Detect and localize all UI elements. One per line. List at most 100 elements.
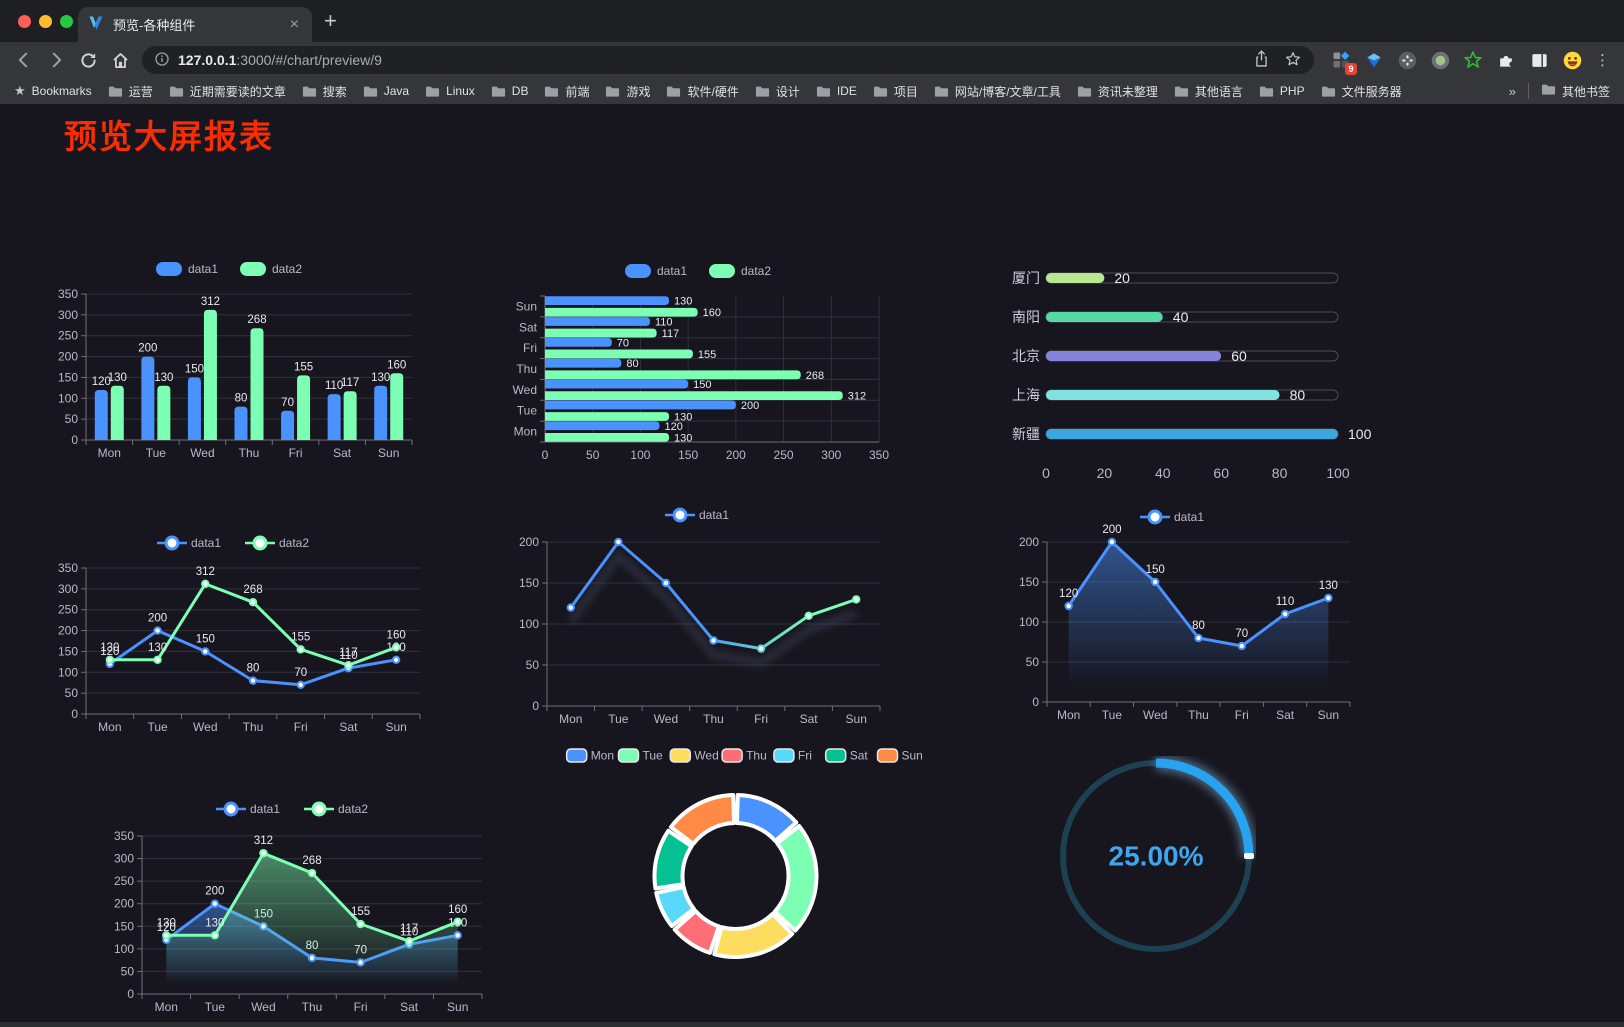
svg-text:Sun: Sun (1318, 708, 1339, 722)
legend-item[interactable]: data2 (245, 535, 309, 551)
svg-text:312: 312 (201, 296, 220, 308)
chart-area-dual[interactable]: data1 data2 0 50 100 150 200 250 300 350 Mon Tue Wed… (100, 794, 490, 1022)
bookmark-folder[interactable]: 项目 (873, 83, 918, 100)
bookmark-folder[interactable]: 网站/博客/文章/工具 (934, 83, 1061, 100)
svg-text:150: 150 (519, 576, 539, 590)
legend-item[interactable]: data2 (304, 801, 368, 817)
chart-bar-grouped[interactable]: data1 data2 0 50 100 150 200 250 300 350 Mon Tue Wed… (42, 254, 422, 466)
bookmark-folder[interactable]: 软件/硬件 (666, 83, 739, 100)
chart-donut[interactable]: Mon Tue Wed Thu Fri Sat Sun (548, 742, 940, 990)
svg-text:Sat: Sat (339, 720, 358, 734)
chart-area-single[interactable]: data1 0 50 100 150 200 Mon Tue Wed Thu Fri Sat Sun 12… (986, 502, 1364, 726)
forward-icon[interactable] (40, 45, 72, 75)
bookmark-folder[interactable]: 游戏 (605, 83, 650, 100)
bookmarks-manager[interactable]: ★ Bookmarks (14, 83, 92, 99)
svg-text:Sun: Sun (902, 749, 923, 763)
reload-icon[interactable] (72, 45, 104, 75)
svg-text:117: 117 (341, 377, 359, 389)
chart-line-gradient[interactable]: data1 0 50 100 150 200 Mon Tue Wed Thu Fri Sat Sun (506, 500, 894, 732)
bookmark-folder[interactable]: 文件服务器 (1321, 83, 1402, 100)
bookmark-folder[interactable]: 前端 (544, 83, 589, 100)
chart-progress-bars[interactable]: 厦门 20 南阳 40 北京 60 上海 80 新疆 100 0 20 40 60 80 100 (1000, 264, 1372, 492)
chart-line-dual[interactable]: data1 data2 0 50 100 150 200 250 300 350 Mon Tue Wed… (44, 528, 428, 740)
extension-gray-circle-icon[interactable] (1396, 49, 1418, 71)
legend-item[interactable]: data1 (625, 264, 687, 278)
extension-emoji-icon[interactable] (1561, 49, 1583, 71)
svg-text:130: 130 (100, 642, 119, 654)
share-icon[interactable] (1253, 49, 1270, 71)
svg-text:data1: data1 (699, 508, 729, 522)
legend-item[interactable]: Wed (669, 748, 719, 763)
legend-item[interactable]: Thu (721, 748, 767, 763)
bookmark-folder[interactable]: 设计 (755, 83, 800, 100)
bookmark-folder[interactable]: IDE (816, 84, 857, 98)
extension-grid-icon[interactable]: 9 (1330, 49, 1357, 75)
chart-bar-horizontal[interactable]: data1 data2 0 50 100 150 200 250 300 350 Sun 130 160… (505, 256, 897, 468)
legend-item[interactable]: data2 (709, 264, 771, 278)
extension-green-dot-icon[interactable] (1429, 49, 1451, 71)
svg-text:Wed: Wed (1143, 708, 1167, 722)
svg-text:Tue: Tue (205, 1000, 226, 1014)
extension-gem-icon[interactable] (1363, 49, 1385, 71)
svg-text:Thu: Thu (746, 749, 767, 763)
bookmark-folder[interactable]: 资讯未整理 (1077, 83, 1158, 100)
legend-item[interactable]: Tue (617, 748, 664, 763)
other-bookmarks-folder[interactable]: 其他书签 (1541, 83, 1610, 100)
extension-green-star-icon[interactable] (1462, 49, 1484, 71)
browser-tab[interactable]: 预览-各种组件 × (78, 7, 312, 42)
bookmark-folder[interactable]: 搜索 (302, 83, 347, 100)
svg-text:新疆: 新疆 (1012, 426, 1040, 442)
pie-slice-Sat (652, 828, 694, 891)
svg-text:100: 100 (1326, 465, 1350, 481)
legend-item[interactable]: data1 (156, 262, 218, 276)
bookmark-folder[interactable]: Linux (425, 84, 475, 98)
svg-text:130: 130 (674, 412, 692, 424)
legend-item[interactable]: Sat (824, 748, 869, 763)
svg-text:50: 50 (121, 964, 135, 978)
svg-text:150: 150 (58, 644, 78, 658)
new-tab-button[interactable]: + (324, 8, 337, 33)
svg-text:data1: data1 (191, 536, 221, 550)
legend-item[interactable]: Sun (876, 748, 923, 763)
svg-text:50: 50 (1026, 655, 1040, 669)
svg-text:100: 100 (1348, 426, 1372, 442)
bookmark-folder[interactable]: Java (363, 84, 409, 98)
bookmark-folder[interactable]: PHP (1259, 84, 1305, 98)
bookmarks-label: Bookmarks (31, 84, 92, 98)
svg-text:200: 200 (726, 448, 746, 462)
svg-text:200: 200 (58, 350, 78, 364)
page-title: 预览大屏报表 (64, 118, 274, 155)
legend-item[interactable]: data1 (216, 801, 280, 817)
bookmark-folder[interactable]: DB (491, 84, 528, 98)
zoom-window-button[interactable] (60, 15, 73, 28)
svg-text:160: 160 (448, 904, 467, 916)
svg-text:268: 268 (302, 855, 321, 867)
legend-item[interactable]: Mon (565, 748, 614, 763)
minimize-window-button[interactable] (39, 15, 52, 28)
svg-text:Wed: Wed (694, 749, 718, 763)
svg-text:268: 268 (247, 314, 266, 326)
extension-sidebar-icon[interactable] (1528, 49, 1550, 71)
close-window-button[interactable] (18, 15, 31, 28)
svg-text:Fri: Fri (354, 1000, 368, 1014)
back-icon[interactable] (8, 45, 40, 75)
chart-gauge-percent[interactable]: 25.00% (1056, 755, 1257, 956)
bookmark-folder[interactable]: 运营 (108, 83, 153, 100)
svg-text:312: 312 (848, 391, 866, 403)
bookmark-folder[interactable]: 其他语言 (1174, 83, 1243, 100)
legend-item[interactable]: Fri (773, 748, 812, 763)
home-icon[interactable] (104, 45, 136, 75)
extension-puzzle-icon[interactable] (1495, 49, 1517, 71)
legend-item[interactable]: data1 (665, 507, 729, 523)
tab-close-icon[interactable]: × (289, 15, 299, 33)
pie-slice-Fri (654, 885, 696, 929)
site-info-icon[interactable] (154, 51, 170, 70)
address-bar[interactable]: 127.0.0.1:3000/#/chart/preview/9 (142, 46, 1314, 74)
bookmarks-overflow-icon[interactable]: » (1508, 83, 1516, 99)
legend-item[interactable]: data2 (240, 262, 302, 276)
browser-menu-icon[interactable]: ⋮ (1595, 52, 1610, 69)
legend-item[interactable]: data1 (1140, 509, 1204, 525)
legend-item[interactable]: data1 (157, 535, 221, 551)
bookmark-star-icon[interactable] (1284, 50, 1302, 71)
bookmark-folder[interactable]: 近期需要读的文章 (169, 83, 286, 100)
